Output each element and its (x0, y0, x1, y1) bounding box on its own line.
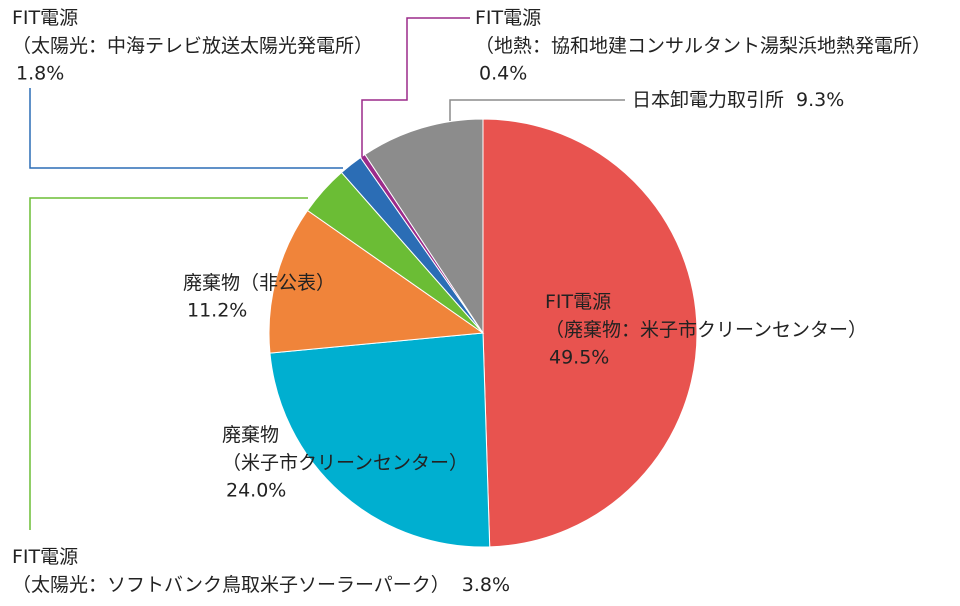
slice-label: （太陽光：中海テレビ放送太陽光発電所） (12, 35, 373, 57)
value-label: 49.5% (549, 347, 609, 369)
leader-line (29, 88, 343, 169)
slice-label-line: FIT電源 (475, 7, 541, 29)
slice-label: （米子市クリーンセンター） (222, 452, 468, 474)
pie-slice (364, 118, 484, 335)
slice-label: （太陽光：ソフトバンク鳥取米子ソーラーパーク） 3.8% (12, 574, 510, 596)
slice-label-line: FIT電源 (12, 546, 78, 568)
slice-label-line: FIT電源 (12, 7, 78, 29)
leader-line (361, 17, 470, 157)
slice-label-line: 廃棄物 (222, 424, 279, 446)
value-label: 9.3% (796, 89, 844, 111)
slice-label: FIT電源 (475, 7, 541, 29)
slice-label-line: （地熱：協和地建コンサルタント湯梨浜地熱発電所） (475, 35, 931, 57)
pie-slice (269, 332, 491, 548)
leader-line (29, 197, 308, 530)
slice-label: FIT電源 (12, 7, 78, 29)
slice-label: 廃棄物 (222, 424, 279, 446)
slice-label: FIT電源 (12, 546, 78, 568)
value-label: 1.8% (16, 63, 64, 85)
slice-label-line: 日本卸電力取引所 (632, 89, 784, 111)
slice-label-line: （米子市クリーンセンター） (222, 452, 468, 474)
slice-label: FIT電源 (545, 291, 611, 313)
pie-slice (482, 118, 698, 548)
slice-label: 日本卸電力取引所 9.3% (632, 89, 844, 111)
slice-label: 廃棄物（非公表） (183, 272, 335, 294)
slice-label-line: （太陽光：中海テレビ放送太陽光発電所） (12, 35, 373, 57)
slice-label-line: FIT電源 (545, 291, 611, 313)
value-label: 11.2% (187, 300, 247, 322)
slice-label-line: （廃棄物：米子市クリーンセンター） (545, 319, 867, 341)
value-label: 24.0% (226, 480, 286, 502)
value-label: 0.4% (479, 63, 527, 85)
slice-label-line: （太陽光：ソフトバンク鳥取米子ソーラーパーク） (12, 574, 450, 596)
pie-slice (268, 209, 485, 354)
slice-label: （地熱：協和地建コンサルタント湯梨浜地熱発電所） (475, 35, 931, 57)
leader-line (449, 99, 625, 121)
value-label: 3.8% (462, 574, 510, 596)
slice-label: （廃棄物：米子市クリーンセンター） (545, 319, 867, 341)
slice-label-line: 廃棄物（非公表） (183, 272, 335, 294)
